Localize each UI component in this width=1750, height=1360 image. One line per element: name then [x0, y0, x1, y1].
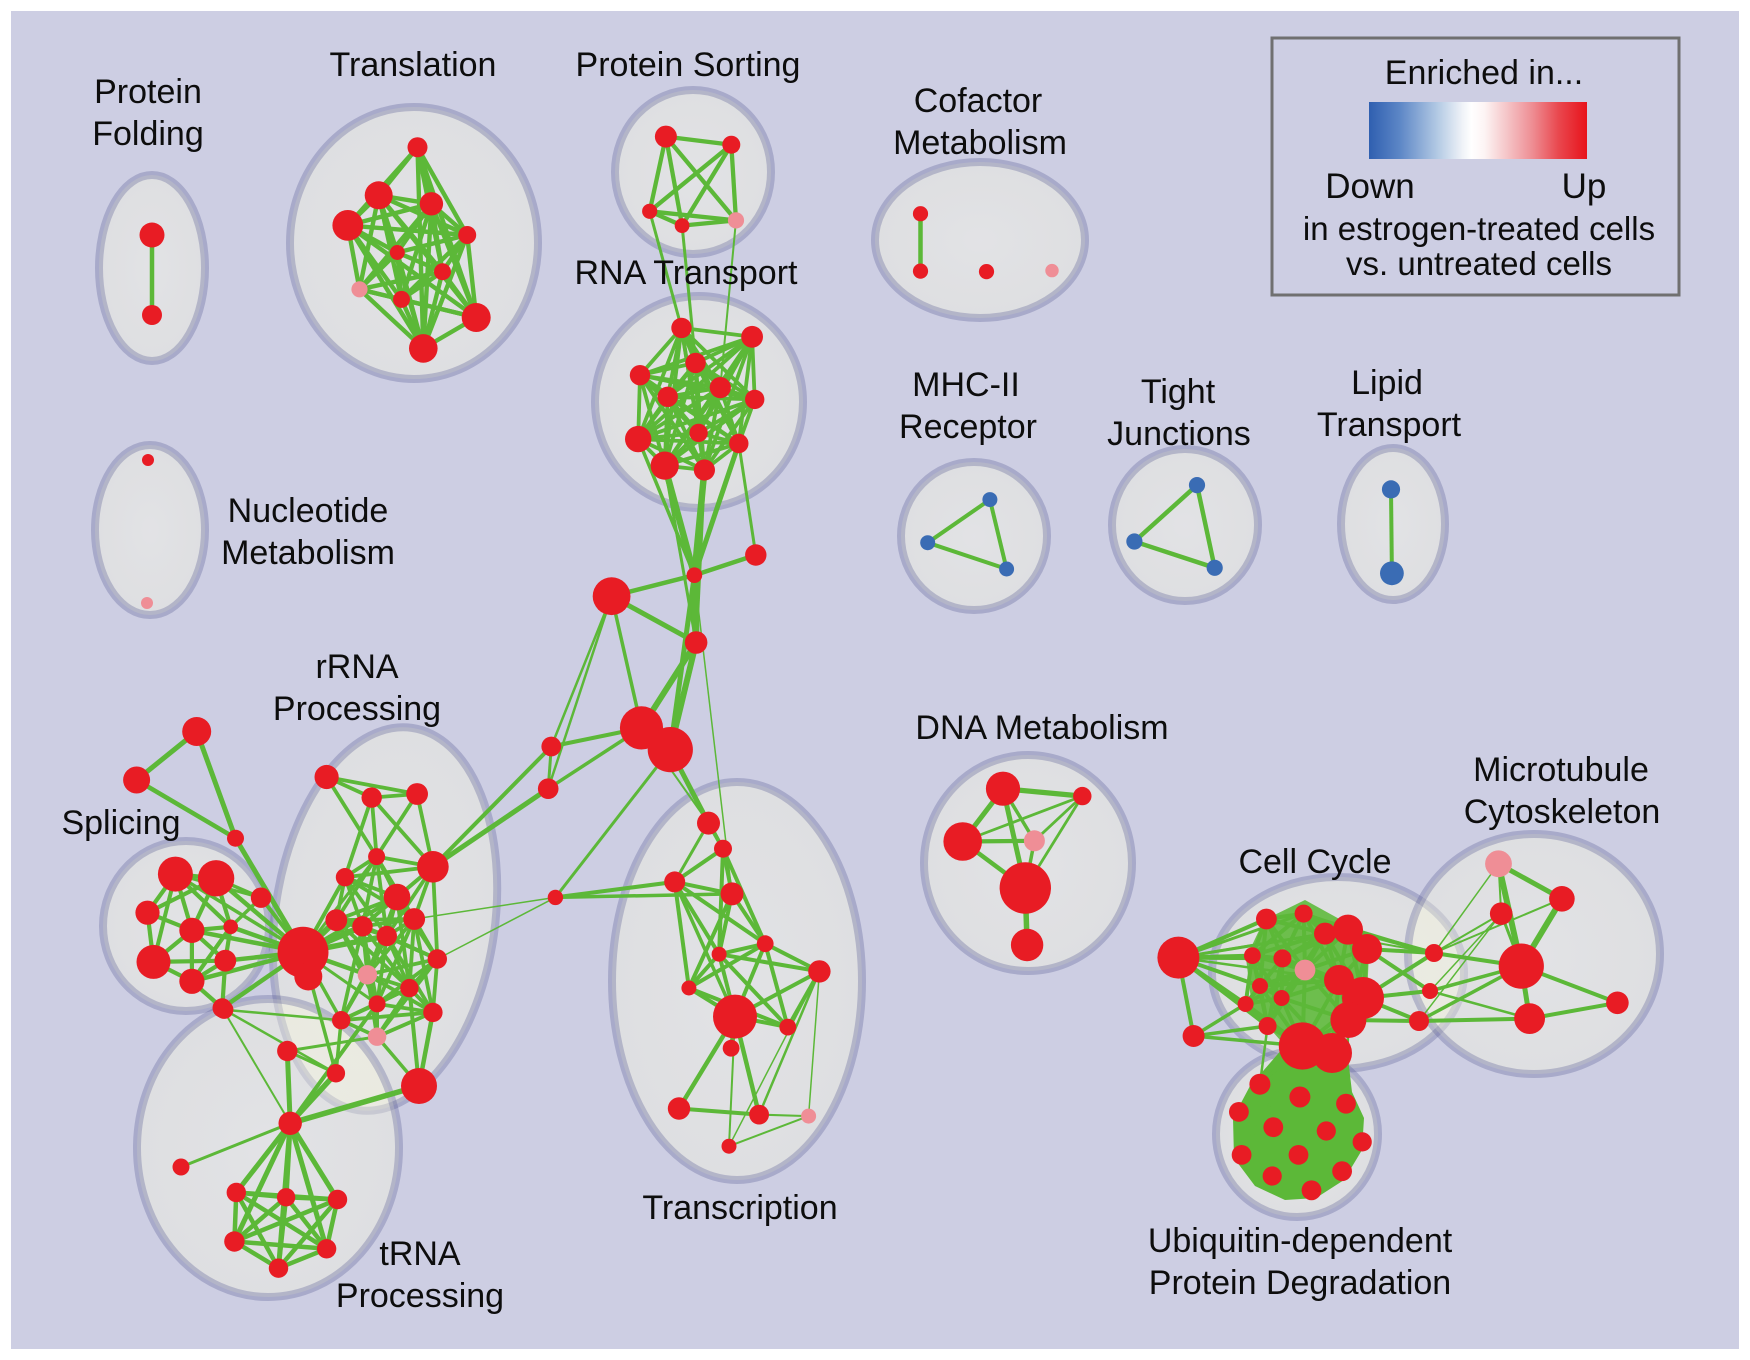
svg-text:Processing: Processing [273, 690, 441, 728]
svg-text:tRNA: tRNA [379, 1235, 461, 1273]
svg-text:Folding: Folding [92, 115, 204, 153]
svg-text:RNA Transport: RNA Transport [575, 254, 799, 292]
svg-text:Cell Cycle: Cell Cycle [1238, 843, 1391, 881]
svg-text:vs. untreated cells: vs. untreated cells [1346, 245, 1612, 282]
svg-text:Protein Degradation: Protein Degradation [1149, 1264, 1451, 1302]
svg-text:MHC-II: MHC-II [912, 366, 1020, 404]
svg-text:Splicing: Splicing [61, 804, 180, 842]
svg-text:Enriched in...: Enriched in... [1385, 54, 1583, 92]
svg-text:Translation: Translation [330, 46, 497, 84]
svg-text:in estrogen-treated cells: in estrogen-treated cells [1303, 210, 1655, 247]
svg-text:Protein: Protein [94, 73, 202, 111]
svg-text:Ubiquitin-dependent: Ubiquitin-dependent [1148, 1222, 1453, 1260]
svg-text:rRNA: rRNA [315, 648, 398, 686]
svg-text:Processing: Processing [336, 1277, 504, 1315]
svg-text:Transcription: Transcription [642, 1189, 837, 1227]
svg-text:Receptor: Receptor [899, 408, 1037, 446]
svg-text:Cofactor: Cofactor [914, 82, 1043, 120]
svg-text:Tight: Tight [1141, 373, 1216, 411]
svg-text:Up: Up [1562, 167, 1607, 206]
svg-text:Down: Down [1325, 167, 1414, 206]
svg-text:Junctions: Junctions [1107, 415, 1251, 453]
svg-text:Nucleotide: Nucleotide [228, 492, 389, 530]
svg-text:Transport: Transport [1317, 406, 1462, 444]
svg-text:DNA Metabolism: DNA Metabolism [915, 709, 1168, 747]
svg-text:Protein Sorting: Protein Sorting [576, 46, 801, 84]
svg-text:Cytoskeleton: Cytoskeleton [1464, 793, 1661, 831]
svg-text:Metabolism: Metabolism [221, 534, 395, 572]
svg-text:Lipid: Lipid [1351, 364, 1423, 402]
svg-text:Microtubule: Microtubule [1473, 751, 1649, 789]
svg-text:Metabolism: Metabolism [893, 124, 1067, 162]
